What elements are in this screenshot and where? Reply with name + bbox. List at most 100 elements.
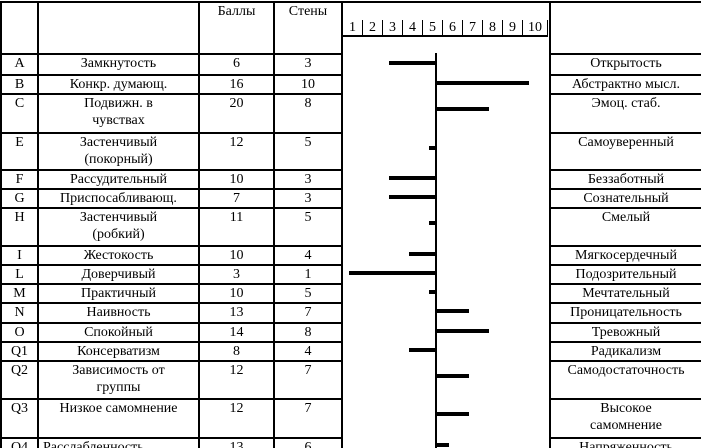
factor-code: Q2 <box>0 360 39 400</box>
left-pole-label: Приспосабливающ. <box>37 188 200 209</box>
sten-value: 8 <box>273 93 343 134</box>
sten-value: 5 <box>273 207 343 247</box>
right-pole-label: Эмоц. стаб. <box>549 93 701 134</box>
factor-code: N <box>0 302 39 324</box>
score-value: 13 <box>198 437 275 448</box>
left-pole-label: Конкр. думающ. <box>37 74 200 95</box>
factor-code: Q1 <box>0 341 39 362</box>
score-value: 8 <box>198 341 275 362</box>
scale-tick-6: 6 <box>443 20 463 37</box>
right-pole-label: Радикализм <box>549 341 701 362</box>
scale-tick-4: 4 <box>403 20 423 37</box>
factor-code: C <box>0 93 39 134</box>
sten-value: 7 <box>273 302 343 324</box>
score-value: 13 <box>198 302 275 324</box>
score-value: 10 <box>198 245 275 266</box>
left-pole-label: Доверчивый <box>37 264 200 285</box>
scale-tick-3: 3 <box>383 20 403 37</box>
score-value: 16 <box>198 74 275 95</box>
right-pole-label: Проницательность <box>549 302 701 324</box>
factor-code: A <box>0 53 39 76</box>
right-pole-label: Абстрактно мысл. <box>549 74 701 95</box>
score-value: 6 <box>198 53 275 76</box>
scores-header: Баллы <box>198 1 275 55</box>
scale-tick-2: 2 <box>363 20 383 37</box>
sten-value: 5 <box>273 283 343 304</box>
sten-value: 3 <box>273 169 343 190</box>
scale-tick-7: 7 <box>463 20 483 37</box>
factor-code: H <box>0 207 39 247</box>
scale-tick-9: 9 <box>503 20 523 37</box>
scale-tick-5: 5 <box>423 20 443 37</box>
right-pole-label: Тревожный <box>549 322 701 343</box>
left-pole-label: Наивность <box>37 302 200 324</box>
table-row-F: F Рассудительный 10 3 Беззаботный <box>0 169 701 190</box>
sten-value: 4 <box>273 341 343 362</box>
table-row-C: C Подвижн. в чувствах 20 8 Эмоц. стаб. <box>0 93 701 134</box>
table-row-Q1: Q1 Консерватизм 8 4 Радикализм <box>0 341 701 362</box>
left-pole-label: Расслабленность <box>37 437 200 448</box>
table-row-M: M Практичный 10 5 Мечтательный <box>0 283 701 304</box>
right-pole-label: Сознательный <box>549 188 701 209</box>
score-value: 12 <box>198 132 275 171</box>
factor-code: O <box>0 322 39 343</box>
right-pole-label: Мечтательный <box>549 283 701 304</box>
left-pole-label: Низкое самомнение <box>37 398 200 439</box>
factor-code: Q4 <box>0 437 39 448</box>
left-pole-header <box>37 1 200 55</box>
right-pole-label: Подозрительный <box>549 264 701 285</box>
left-pole-label: Спокойный <box>37 322 200 343</box>
factor-code: Q3 <box>0 398 39 439</box>
factor-code: F <box>0 169 39 190</box>
left-pole-label: Зависимость от группы <box>37 360 200 400</box>
factor-code: E <box>0 132 39 171</box>
right-pole-label: Беззаботный <box>549 169 701 190</box>
table-row-B: B Конкр. думающ. 16 10 Абстрактно мысл. <box>0 74 701 95</box>
sten-scale-header: 1 2 3 4 5 6 7 8 9 10 <box>341 1 551 54</box>
factor-code: B <box>0 74 39 95</box>
left-pole-label: Жестокость <box>37 245 200 266</box>
sten-value: 1 <box>273 264 343 285</box>
left-pole-label: Замкнутость <box>37 53 200 76</box>
table-row-Q4: Q4 Расслабленность 13 6 Напряженность <box>0 437 701 448</box>
sten-scale-strip: 1 2 3 4 5 6 7 8 9 10 <box>344 20 549 37</box>
right-pole-header <box>549 1 701 55</box>
sten-value: 3 <box>273 188 343 209</box>
right-pole-label: Открытость <box>549 53 701 76</box>
table-row-H: H Застенчивый (робкий) 11 5 Смелый <box>0 207 701 247</box>
factor-code: L <box>0 264 39 285</box>
scale-tick-8: 8 <box>483 20 503 37</box>
left-pole-label: Практичный <box>37 283 200 304</box>
sten-value: 5 <box>273 132 343 171</box>
score-value: 10 <box>198 169 275 190</box>
left-pole-label: Консерватизм <box>37 341 200 362</box>
scale-tick-10: 10 <box>523 20 548 37</box>
scale-tick-1: 1 <box>344 20 363 37</box>
sten-value: 7 <box>273 360 343 400</box>
scale-strip-filler <box>548 20 549 37</box>
score-value: 7 <box>198 188 275 209</box>
score-value: 11 <box>198 207 275 247</box>
left-pole-label: Подвижн. в чувствах <box>37 93 200 134</box>
left-pole-label: Застенчивый (робкий) <box>37 207 200 247</box>
left-pole-label: Рассудительный <box>37 169 200 190</box>
right-pole-label: Смелый <box>549 207 701 247</box>
sten-value: 10 <box>273 74 343 95</box>
right-pole-label: Мягкосердечный <box>549 245 701 266</box>
table-row-A: A Замкнутость 6 3 Открытость <box>0 53 701 448</box>
score-value: 12 <box>198 398 275 439</box>
score-value: 12 <box>198 360 275 400</box>
sten-value: 3 <box>273 53 343 76</box>
sten-value: 8 <box>273 322 343 343</box>
right-pole-label: Самодостаточность <box>549 360 701 400</box>
table-row-O: O Спокойный 14 8 Тревожный <box>0 322 701 343</box>
left-pole-label: Застенчивый (покорный) <box>37 132 200 171</box>
score-value: 10 <box>198 283 275 304</box>
sten-value: 4 <box>273 245 343 266</box>
table-row-G: G Приспосабливающ. 7 3 Сознательный <box>0 188 701 209</box>
table-row-L: L Доверчивый 3 1 Подозрительный <box>0 264 701 285</box>
header-row: Баллы Стены 1 2 3 4 5 6 7 8 9 10 <box>0 1 701 55</box>
table-row-I: I Жестокость 10 4 Мягкосердечный <box>0 245 701 266</box>
